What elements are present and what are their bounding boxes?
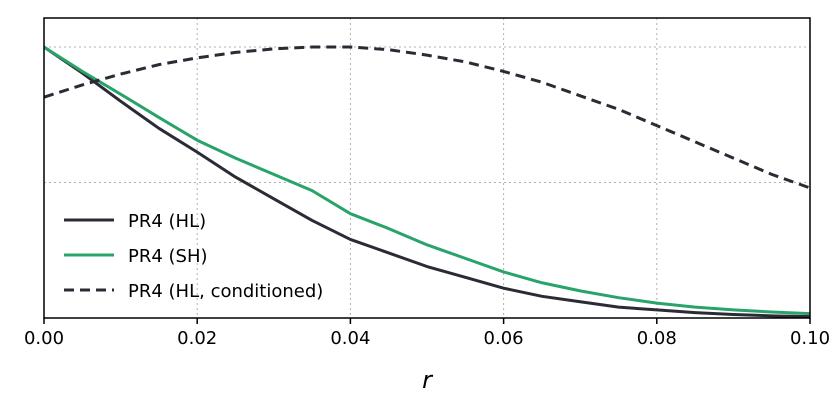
series-line-3 [43,45,811,190]
plot-frame [43,17,811,319]
x-axis-ticks: 0.00 0.02 0.04 0.06 0.08 0.10 [24,318,830,349]
x-tick-label: 0.04 [330,328,370,349]
series-line-1 [43,45,811,319]
x-tick-label: 0.08 [637,328,677,349]
x-axis-label: r [422,366,434,394]
grid-lines [43,18,811,318]
x-tick-label: 0.02 [177,328,217,349]
legend: PR4 (HL) PR4 (SH) PR4 (HL, conditioned) [64,211,323,302]
legend-label: PR4 (HL) [128,211,206,232]
x-tick-label: 0.10 [790,328,830,349]
legend-label: PR4 (SH) [128,246,208,267]
series-line-2 [43,45,811,316]
series-lines [43,45,811,319]
x-tick-label: 0.00 [24,328,64,349]
legend-label: PR4 (HL, conditioned) [128,281,323,302]
x-tick-label: 0.06 [484,328,524,349]
